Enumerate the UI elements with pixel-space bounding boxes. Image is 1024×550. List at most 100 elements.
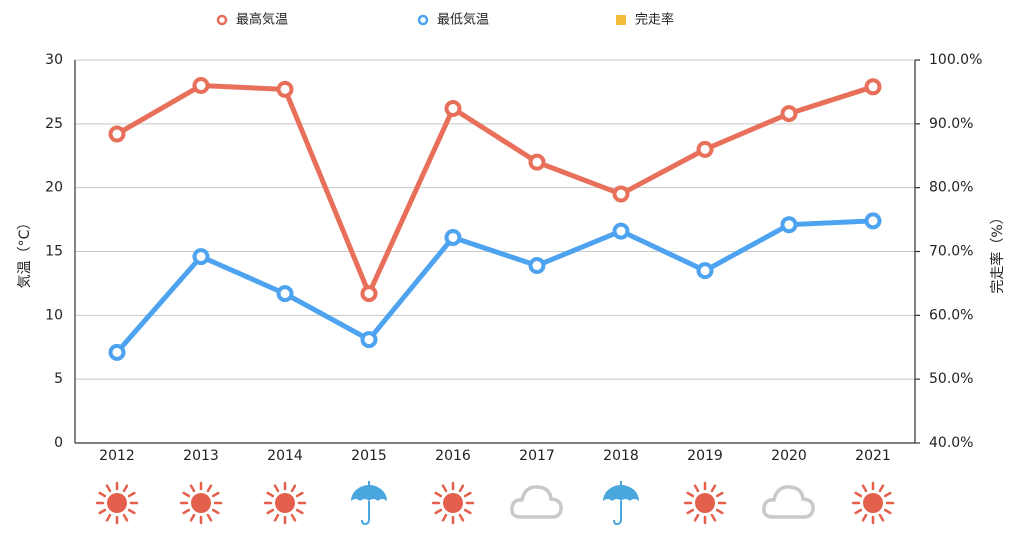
cloud [510, 485, 563, 519]
sun-ray [878, 484, 885, 493]
sun-ray [710, 484, 717, 493]
y2-tick-label: 70.0% [929, 244, 973, 260]
legend-label: 完走率 [635, 12, 674, 28]
sun-ray [105, 513, 112, 522]
umbrella-handle [613, 501, 622, 526]
y-tick-label: 5 [54, 371, 63, 387]
sun-ray [715, 508, 724, 515]
sun-ray [686, 491, 695, 498]
legend-marker [216, 14, 228, 26]
y2-tick-label: 100.0% [929, 52, 982, 68]
weather-icon [263, 481, 307, 525]
sun-ray [295, 508, 304, 515]
sun-ray [883, 491, 892, 498]
sun-ray [441, 484, 448, 493]
data-point [276, 285, 294, 303]
x-tick-label: 2021 [855, 448, 891, 464]
sun-ray [290, 484, 297, 493]
sun-ray [693, 513, 700, 522]
data-point [360, 285, 378, 303]
sun-ray [273, 513, 280, 522]
weather-icon [762, 485, 815, 519]
sun-ray [105, 484, 112, 493]
sun-ray [295, 491, 304, 498]
data-point [780, 216, 798, 234]
x-tick-label: 2014 [267, 448, 303, 464]
series-line [115, 83, 874, 297]
legend-swatch [616, 15, 626, 25]
sun-ray [441, 513, 448, 522]
sun-ray [127, 491, 136, 498]
x-tick-label: 2019 [687, 448, 723, 464]
sun-ray [463, 508, 472, 515]
sun-ray [710, 513, 717, 522]
sun-ray [189, 513, 196, 522]
x-tick-label: 2017 [519, 448, 555, 464]
sun-core [443, 493, 463, 513]
sun-ray [715, 491, 724, 498]
data-point [864, 78, 882, 96]
sun-ray [861, 484, 868, 493]
x-tick-label: 2015 [351, 448, 387, 464]
sun-ray [686, 508, 695, 515]
weather-icon [510, 485, 563, 519]
data-point [108, 125, 126, 143]
x-tick-label: 2016 [435, 448, 471, 464]
sun-ray [854, 508, 863, 515]
y-tick-label: 10 [45, 307, 63, 323]
sun-ray [878, 513, 885, 522]
weather-icon [351, 481, 387, 526]
sun-ray [458, 513, 465, 522]
cloud [762, 485, 815, 519]
data-point [528, 153, 546, 171]
sun-core [191, 493, 211, 513]
weather-icon [603, 481, 639, 526]
x-tick-label: 2020 [771, 448, 807, 464]
sun-ray [98, 491, 107, 498]
x-tick-label: 2012 [99, 448, 135, 464]
weather-icon [179, 481, 223, 525]
data-point [612, 185, 630, 203]
sun-core [695, 493, 715, 513]
y-tick-label: 15 [45, 244, 63, 260]
y-tick-label: 30 [45, 52, 63, 68]
sun-ray [127, 508, 136, 515]
sun-ray [693, 484, 700, 493]
legend-label: 最高気温 [236, 12, 288, 28]
weather-icon [683, 481, 727, 525]
sun-ray [211, 491, 220, 498]
series-line [115, 218, 874, 355]
y2-tick-label: 50.0% [929, 371, 973, 387]
sun-ray [266, 491, 275, 498]
weather-icon [851, 481, 895, 525]
sun-ray [434, 491, 443, 498]
sun-ray [290, 513, 297, 522]
sun-ray [883, 508, 892, 515]
data-point [192, 248, 210, 266]
sun-ray [206, 484, 213, 493]
y2-tick-label: 40.0% [929, 435, 973, 451]
legend-marker [417, 14, 429, 26]
data-point [696, 262, 714, 280]
sun-ray [206, 513, 213, 522]
umbrella-canopy [603, 485, 639, 501]
x-tick-label: 2013 [183, 448, 219, 464]
y2-tick-label: 80.0% [929, 180, 973, 196]
data-point [696, 140, 714, 158]
sun-ray [189, 484, 196, 493]
sun-ray [182, 491, 191, 498]
data-point [864, 212, 882, 230]
sun-ray [458, 484, 465, 493]
sun-ray [266, 508, 275, 515]
weather-icon [95, 481, 139, 525]
data-point [360, 331, 378, 349]
y-tick-label: 0 [54, 435, 63, 451]
umbrella-handle [361, 501, 370, 526]
sun-ray [434, 508, 443, 515]
data-point [780, 105, 798, 123]
data-point [108, 343, 126, 361]
data-point [276, 80, 294, 98]
sun-ray [122, 484, 129, 493]
data-point [444, 100, 462, 118]
